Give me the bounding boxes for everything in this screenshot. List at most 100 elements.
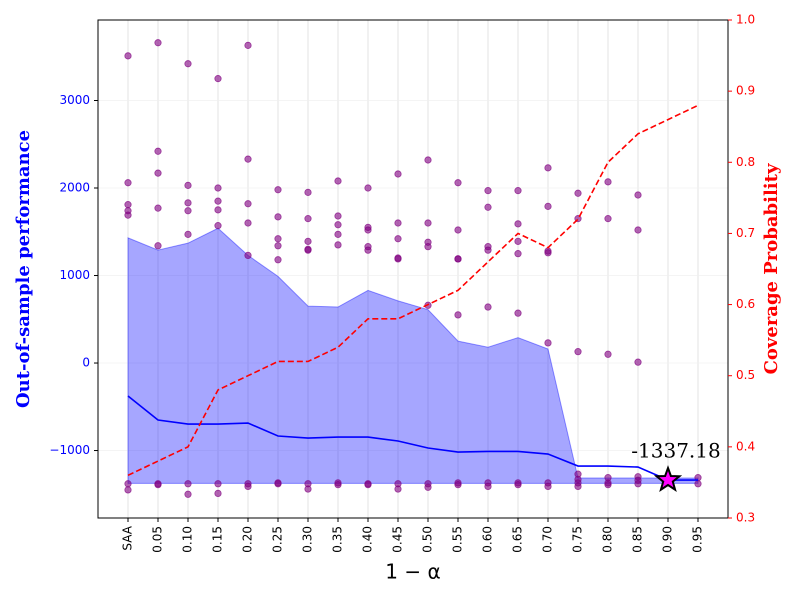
- scatter-point: [184, 181, 192, 189]
- highlight-label: -1337.18: [631, 439, 720, 463]
- y2-tick-label: 0.3: [736, 511, 755, 525]
- scatter-point: [634, 226, 642, 234]
- scatter-point: [544, 164, 552, 172]
- highlight-star: [653, 465, 683, 493]
- scatter-point: [124, 52, 132, 60]
- scatter-point: [544, 202, 552, 210]
- y2-tick-label: 0.9: [736, 84, 755, 98]
- x-tick-label: 0.40: [361, 526, 375, 553]
- scatter-point: [304, 485, 312, 493]
- scatter-point: [154, 169, 162, 177]
- x-tick-label: 0.15: [211, 526, 225, 553]
- scatter-point: [394, 255, 402, 263]
- x-tick-label: 0.90: [661, 526, 675, 553]
- scatter-point: [154, 147, 162, 155]
- scatter-point: [184, 490, 192, 498]
- scatter-point: [394, 235, 402, 243]
- scatter-point: [154, 481, 162, 489]
- scatter-point: [184, 230, 192, 238]
- y2-tick-label: 0.4: [736, 439, 755, 453]
- scatter-point: [424, 219, 432, 227]
- scatter-point: [544, 339, 552, 347]
- y2-tick-label: 0.8: [736, 155, 755, 169]
- scatter-point: [394, 485, 402, 493]
- scatter-point: [334, 241, 342, 249]
- scatter-point: [214, 489, 222, 498]
- scatter-point: [214, 480, 222, 488]
- scatter-point: [514, 309, 522, 317]
- scatter-point: [514, 481, 522, 489]
- scatter-point: [604, 215, 612, 223]
- y2-tick-label: 0.7: [736, 226, 755, 240]
- scatter-point: [364, 481, 372, 489]
- scatter-point: [184, 60, 192, 68]
- scatter-point: [304, 188, 312, 196]
- scatter-point: [124, 179, 132, 187]
- scatter-point: [334, 221, 342, 229]
- x-tick-label: 0.50: [421, 526, 435, 553]
- y2-tick-label: 0.5: [736, 368, 755, 382]
- y-axis-title: Out-of-sample performance: [13, 130, 34, 408]
- x-tick-label: 0.20: [241, 526, 255, 553]
- scatter-point: [274, 186, 282, 194]
- x-tick-label: 0.70: [541, 526, 555, 553]
- y2-tick-label: 0.6: [736, 297, 755, 311]
- scatter-point: [274, 479, 282, 487]
- x-tick-label: 0.80: [601, 526, 615, 553]
- scatter-point: [484, 203, 492, 211]
- scatter-point: [394, 219, 402, 227]
- scatter-point: [244, 482, 252, 491]
- x-axis-title: 1 − α: [385, 560, 440, 584]
- scatter-point: [694, 480, 702, 488]
- scatter-point: [454, 255, 462, 263]
- scatter-point: [604, 350, 612, 358]
- y-tick-label: −1000: [49, 443, 90, 457]
- scatter-point: [484, 246, 492, 254]
- scatter-point: [484, 303, 492, 311]
- scatter-point: [334, 481, 342, 489]
- x-tick-label: 0.35: [331, 526, 345, 553]
- scatter-point: [634, 358, 642, 366]
- scatter-point: [244, 155, 252, 163]
- y2-tick-label: 1.0: [736, 13, 755, 27]
- scatter-point: [574, 348, 582, 356]
- x-tick-label: 0.85: [631, 526, 645, 553]
- scatter-point: [604, 481, 612, 489]
- scatter-point: [514, 187, 522, 195]
- scatter-point: [184, 199, 192, 207]
- x-tick-label: 0.10: [181, 526, 195, 553]
- scatter-point: [184, 207, 192, 215]
- x-tick-label: SAA: [121, 525, 135, 550]
- scatter-point: [244, 219, 252, 227]
- y-tick-label: 1000: [59, 268, 90, 282]
- mean-line: [127, 395, 699, 481]
- scatter-point: [364, 246, 372, 254]
- scatter-point: [514, 237, 522, 245]
- scatter-point: [634, 480, 642, 488]
- y-tick-label: 2000: [59, 181, 90, 195]
- x-tick-label: 0.45: [391, 526, 405, 553]
- y2-axis-title: Coverage Probability: [761, 163, 782, 374]
- scatter-point: [334, 230, 342, 238]
- scatter-point: [364, 184, 372, 192]
- scatter-point: [124, 211, 132, 219]
- scatter-point: [274, 242, 282, 250]
- scatter-point: [244, 251, 252, 259]
- scatter-point: [184, 480, 192, 488]
- scatter-point: [334, 177, 342, 185]
- scatter-point: [364, 226, 372, 234]
- scatter-point: [214, 184, 222, 192]
- scatter-point: [544, 482, 552, 491]
- scatter-point: [274, 256, 282, 264]
- scatter-point: [214, 222, 222, 230]
- scatter-point: [274, 213, 282, 221]
- scatter-point: [454, 226, 462, 234]
- scatter-point: [244, 200, 252, 208]
- scatter-point: [124, 201, 132, 209]
- x-tick-label: 0.30: [301, 526, 315, 553]
- scatter-point: [154, 242, 162, 250]
- scatter-point: [154, 204, 162, 212]
- scatter-point: [214, 75, 222, 83]
